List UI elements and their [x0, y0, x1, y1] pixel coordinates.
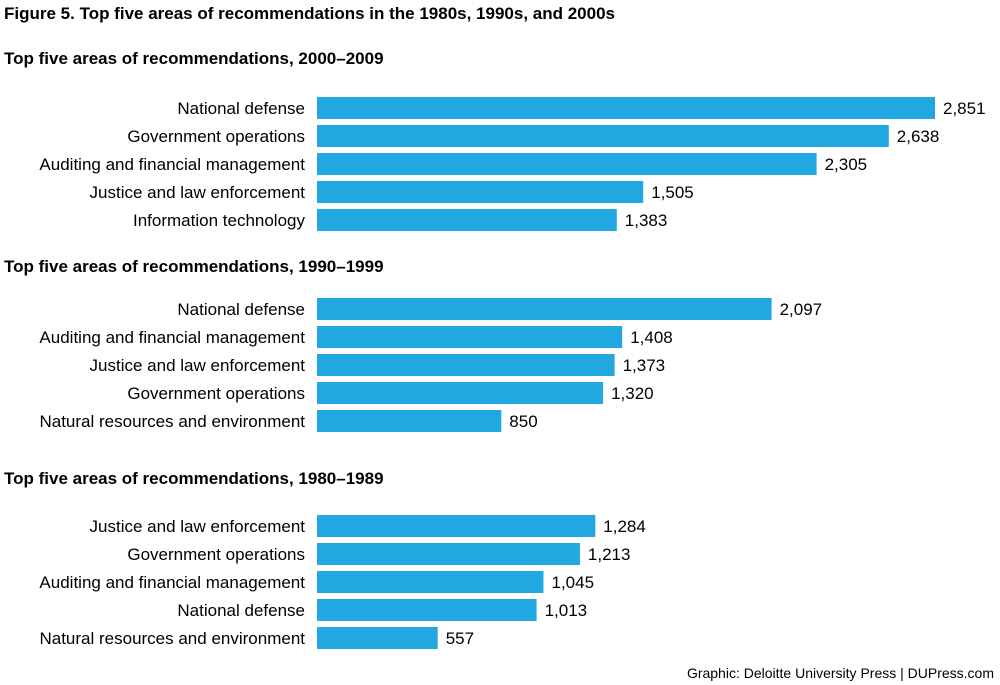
category-label: Natural resources and environment	[39, 629, 305, 648]
category-label: Justice and law enforcement	[90, 356, 306, 375]
category-label: Auditing and financial management	[39, 155, 305, 174]
value-label: 1,213	[588, 545, 631, 564]
category-label: Auditing and financial management	[39, 328, 305, 347]
bar	[317, 571, 544, 593]
bar	[317, 153, 817, 175]
value-label: 1,383	[625, 211, 668, 230]
bar	[317, 627, 438, 649]
value-label: 2,638	[897, 127, 940, 146]
bar	[317, 209, 617, 231]
value-label: 557	[446, 629, 474, 648]
bar	[317, 97, 935, 119]
value-label: 1,373	[623, 356, 666, 375]
bar	[317, 382, 604, 404]
category-label: Government operations	[127, 384, 305, 403]
category-label: Natural resources and environment	[39, 412, 305, 431]
category-label: Government operations	[127, 545, 305, 564]
value-label: 1,320	[611, 384, 654, 403]
category-label: Government operations	[127, 127, 305, 146]
value-label: 850	[509, 412, 537, 431]
source-note: Graphic: Deloitte University Press | DUP…	[686, 665, 994, 681]
value-label: 2,305	[825, 155, 868, 174]
bar	[317, 515, 596, 537]
value-label: 2,097	[780, 300, 823, 319]
category-label: National defense	[177, 300, 305, 319]
panel-title: Top five areas of recommendations, 2000–…	[4, 49, 384, 68]
bar	[317, 326, 623, 348]
value-label: 1,408	[630, 328, 673, 347]
category-label: Justice and law enforcement	[90, 183, 306, 202]
value-label: 1,284	[603, 517, 646, 536]
panel-title: Top five areas of recommendations, 1980–…	[4, 469, 384, 488]
bar	[317, 410, 502, 432]
value-label: 1,505	[651, 183, 694, 202]
value-label: 1,013	[545, 601, 588, 620]
value-label: 2,851	[943, 99, 986, 118]
category-label: Information technology	[133, 211, 305, 230]
bar	[317, 543, 580, 565]
bar	[317, 125, 889, 147]
panel-title: Top five areas of recommendations, 1990–…	[4, 257, 384, 276]
bar	[317, 599, 537, 621]
bar	[317, 181, 644, 203]
category-label: Auditing and financial management	[39, 573, 305, 592]
figure-title: Figure 5. Top five areas of recommendati…	[4, 4, 615, 23]
category-label: National defense	[177, 99, 305, 118]
bar	[317, 354, 615, 376]
category-label: Justice and law enforcement	[90, 517, 306, 536]
bar	[317, 298, 772, 320]
value-label: 1,045	[552, 573, 595, 592]
category-label: National defense	[177, 601, 305, 620]
